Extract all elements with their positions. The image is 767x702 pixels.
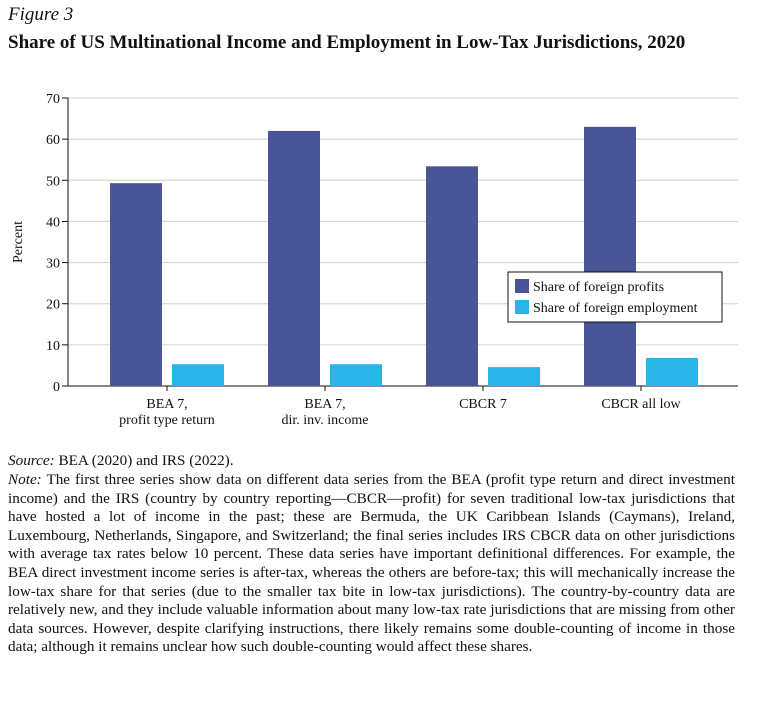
y-tick-label: 40 — [46, 215, 60, 230]
source-text: BEA (2020) and IRS (2022). — [58, 452, 234, 469]
legend-box — [507, 271, 723, 323]
y-tick-label: 60 — [46, 133, 60, 148]
x-tick-label: BEA 7, — [304, 397, 345, 412]
legend-swatch — [515, 300, 529, 314]
y-tick-label: 10 — [46, 339, 60, 354]
y-tick-label: 20 — [46, 298, 60, 313]
figure-label: Figure 3 — [8, 4, 74, 25]
bar — [426, 166, 478, 386]
chart-title: Share of US Multinational Income and Emp… — [8, 32, 686, 53]
legend: Share of foreign profits Share of foreign… — [507, 271, 723, 323]
source-label: Source: — [8, 452, 55, 469]
bar — [172, 364, 224, 386]
y-axis-label: Percent — [11, 221, 26, 263]
bar — [584, 126, 636, 387]
x-tick-label: BEA 7, — [146, 397, 187, 412]
x-tick-label: dir. inv. income — [282, 413, 369, 428]
y-tick-label: 70 — [46, 92, 60, 107]
source: Source: BEA (2020) and IRS (2022). — [8, 452, 234, 470]
bar — [488, 367, 540, 386]
bar — [110, 183, 162, 386]
bar — [268, 130, 320, 386]
legend-label: Share of foreign employment — [533, 301, 698, 316]
note-label: Note: — [8, 471, 42, 488]
legend-label: Share of foreign profits — [533, 280, 664, 295]
note: Note: The first three series show data o… — [8, 471, 735, 657]
x-tick-label: CBCR all low — [601, 397, 681, 412]
y-tick-label: 50 — [46, 174, 60, 189]
x-tick-label: profit type return — [119, 413, 215, 428]
y-tick-label: 0 — [53, 380, 60, 395]
note-text: The first three series show data on diff… — [8, 471, 735, 656]
legend-swatch — [515, 279, 529, 293]
bar — [330, 364, 382, 386]
x-tick-label: CBCR 7 — [459, 397, 507, 412]
bar — [646, 358, 698, 386]
y-tick-label: 30 — [46, 257, 60, 272]
